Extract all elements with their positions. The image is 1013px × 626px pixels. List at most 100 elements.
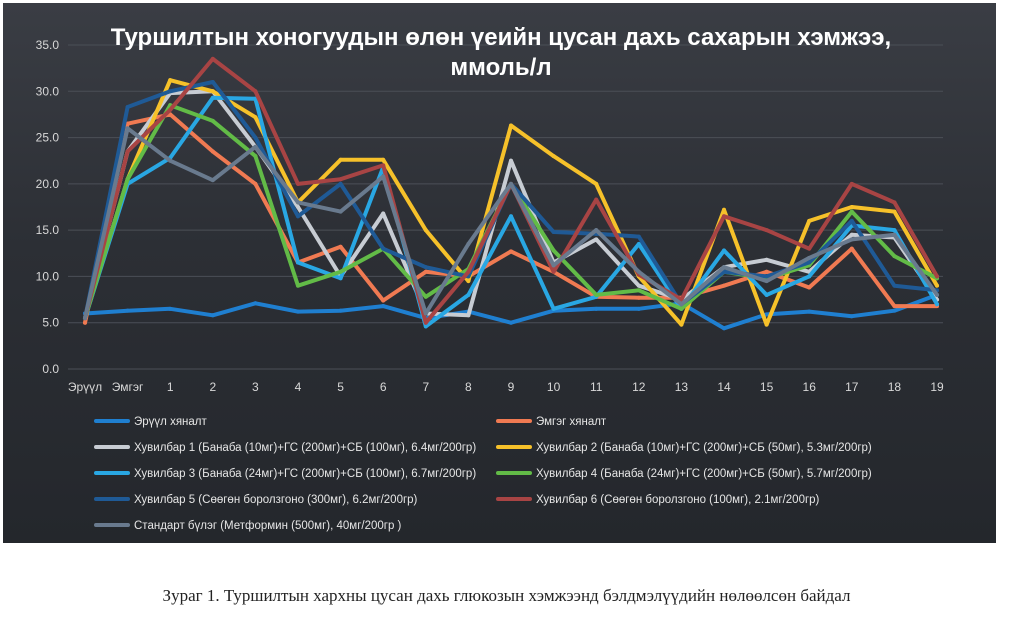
data-point [722,265,726,270]
x-tick-label: 4 [295,380,302,394]
legend-label: Стандарт бүлэг (Метформин (500мг), 40мг/… [134,520,402,532]
data-point [849,314,854,319]
data-point [509,158,513,163]
legend-label: Эмгэг хяналт [536,416,607,428]
data-point [892,228,897,233]
data-point [551,248,556,253]
data-point [423,265,428,270]
data-point [551,263,556,268]
data-point [764,274,769,279]
y-tick-label: 35.0 [36,38,60,52]
data-point [679,297,684,302]
data-point [594,197,599,202]
legend-label: Хувилбар 4 (Банаба (24мг)+ГС (200мг)+СБ … [536,468,872,480]
data-point [509,181,513,186]
legend-label: Хувилбар 1 (Банаба (10мг)+ГС (200мг)+СБ … [134,442,476,454]
data-point [892,232,897,237]
x-tick-label: 18 [888,380,902,394]
data-point [509,320,513,325]
data-point [296,205,300,209]
data-point [594,306,599,311]
data-point [807,309,812,314]
data-point [466,279,471,284]
data-point [210,178,215,183]
x-tick-label: 17 [845,380,859,394]
data-point [338,177,343,182]
data-point [849,218,854,223]
data-point [125,149,130,154]
data-point [509,123,513,128]
data-point [594,181,599,186]
data-point [807,260,812,265]
data-point [381,211,386,216]
data-point [892,254,897,259]
x-tick-label: 19 [930,380,944,394]
data-point [125,126,130,131]
data-point [338,308,343,313]
data-point [636,288,641,293]
data-point [892,200,897,205]
legend-label: Эрүүл хяналт [134,416,208,428]
data-point [636,269,641,274]
data-point [423,324,428,329]
data-point [338,209,343,214]
x-tick-label: 9 [508,380,515,394]
data-point [168,78,173,83]
data-point [892,209,897,214]
data-point [679,306,684,311]
data-point [381,157,386,162]
x-tick-label: 2 [209,380,216,394]
data-point [381,304,386,309]
data-point [210,118,215,123]
data-point [125,308,130,313]
x-tick-label: 15 [760,380,774,394]
y-tick-label: 0.0 [42,362,59,376]
x-tick-label: 1 [167,380,174,394]
data-point [83,320,87,325]
data-point [296,214,300,219]
data-point [636,306,641,311]
data-point [210,80,215,85]
x-tick-label: 14 [717,380,731,394]
data-point [253,135,258,140]
data-point [466,313,471,318]
data-point [722,214,726,219]
data-point [168,107,173,112]
x-tick-label: 8 [465,380,472,394]
data-point [466,242,471,247]
data-point [892,308,897,313]
data-point [935,274,939,279]
data-point [210,95,215,100]
data-point [636,242,641,247]
legend-label: Хувилбар 2 (Банаба (10мг)+ГС (200мг)+СБ … [536,442,872,454]
data-point [381,174,386,179]
data-point [296,283,300,288]
y-tick-label: 30.0 [36,84,60,98]
data-point [253,115,258,120]
data-point [807,255,812,260]
x-tick-label: 3 [252,380,259,394]
legend-label: Хувилбар 6 (Сөөгөн боролзгоно (100мг), 2… [536,494,820,506]
x-tick-label: 11 [590,380,603,394]
data-point [722,207,726,212]
data-point [168,158,173,163]
data-point [807,218,812,223]
data-point [296,309,300,314]
data-point [125,121,130,126]
data-point [636,295,641,300]
data-point [679,322,684,327]
data-point [849,237,854,242]
x-tick-label: Эмгэг [112,380,144,394]
data-point [594,292,599,297]
data-point [722,283,726,288]
data-point [210,149,215,154]
data-point [381,246,386,251]
legend-label: Хувилбар 3 (Банаба (24мг)+ГС (200мг)+СБ … [134,468,476,480]
data-point [253,301,258,306]
x-tick-label: 10 [547,380,561,394]
data-point [125,177,130,182]
chart-title-line-2: ммоль/л [450,54,551,81]
data-point [764,292,769,297]
data-point [594,237,599,242]
data-point [551,306,556,311]
